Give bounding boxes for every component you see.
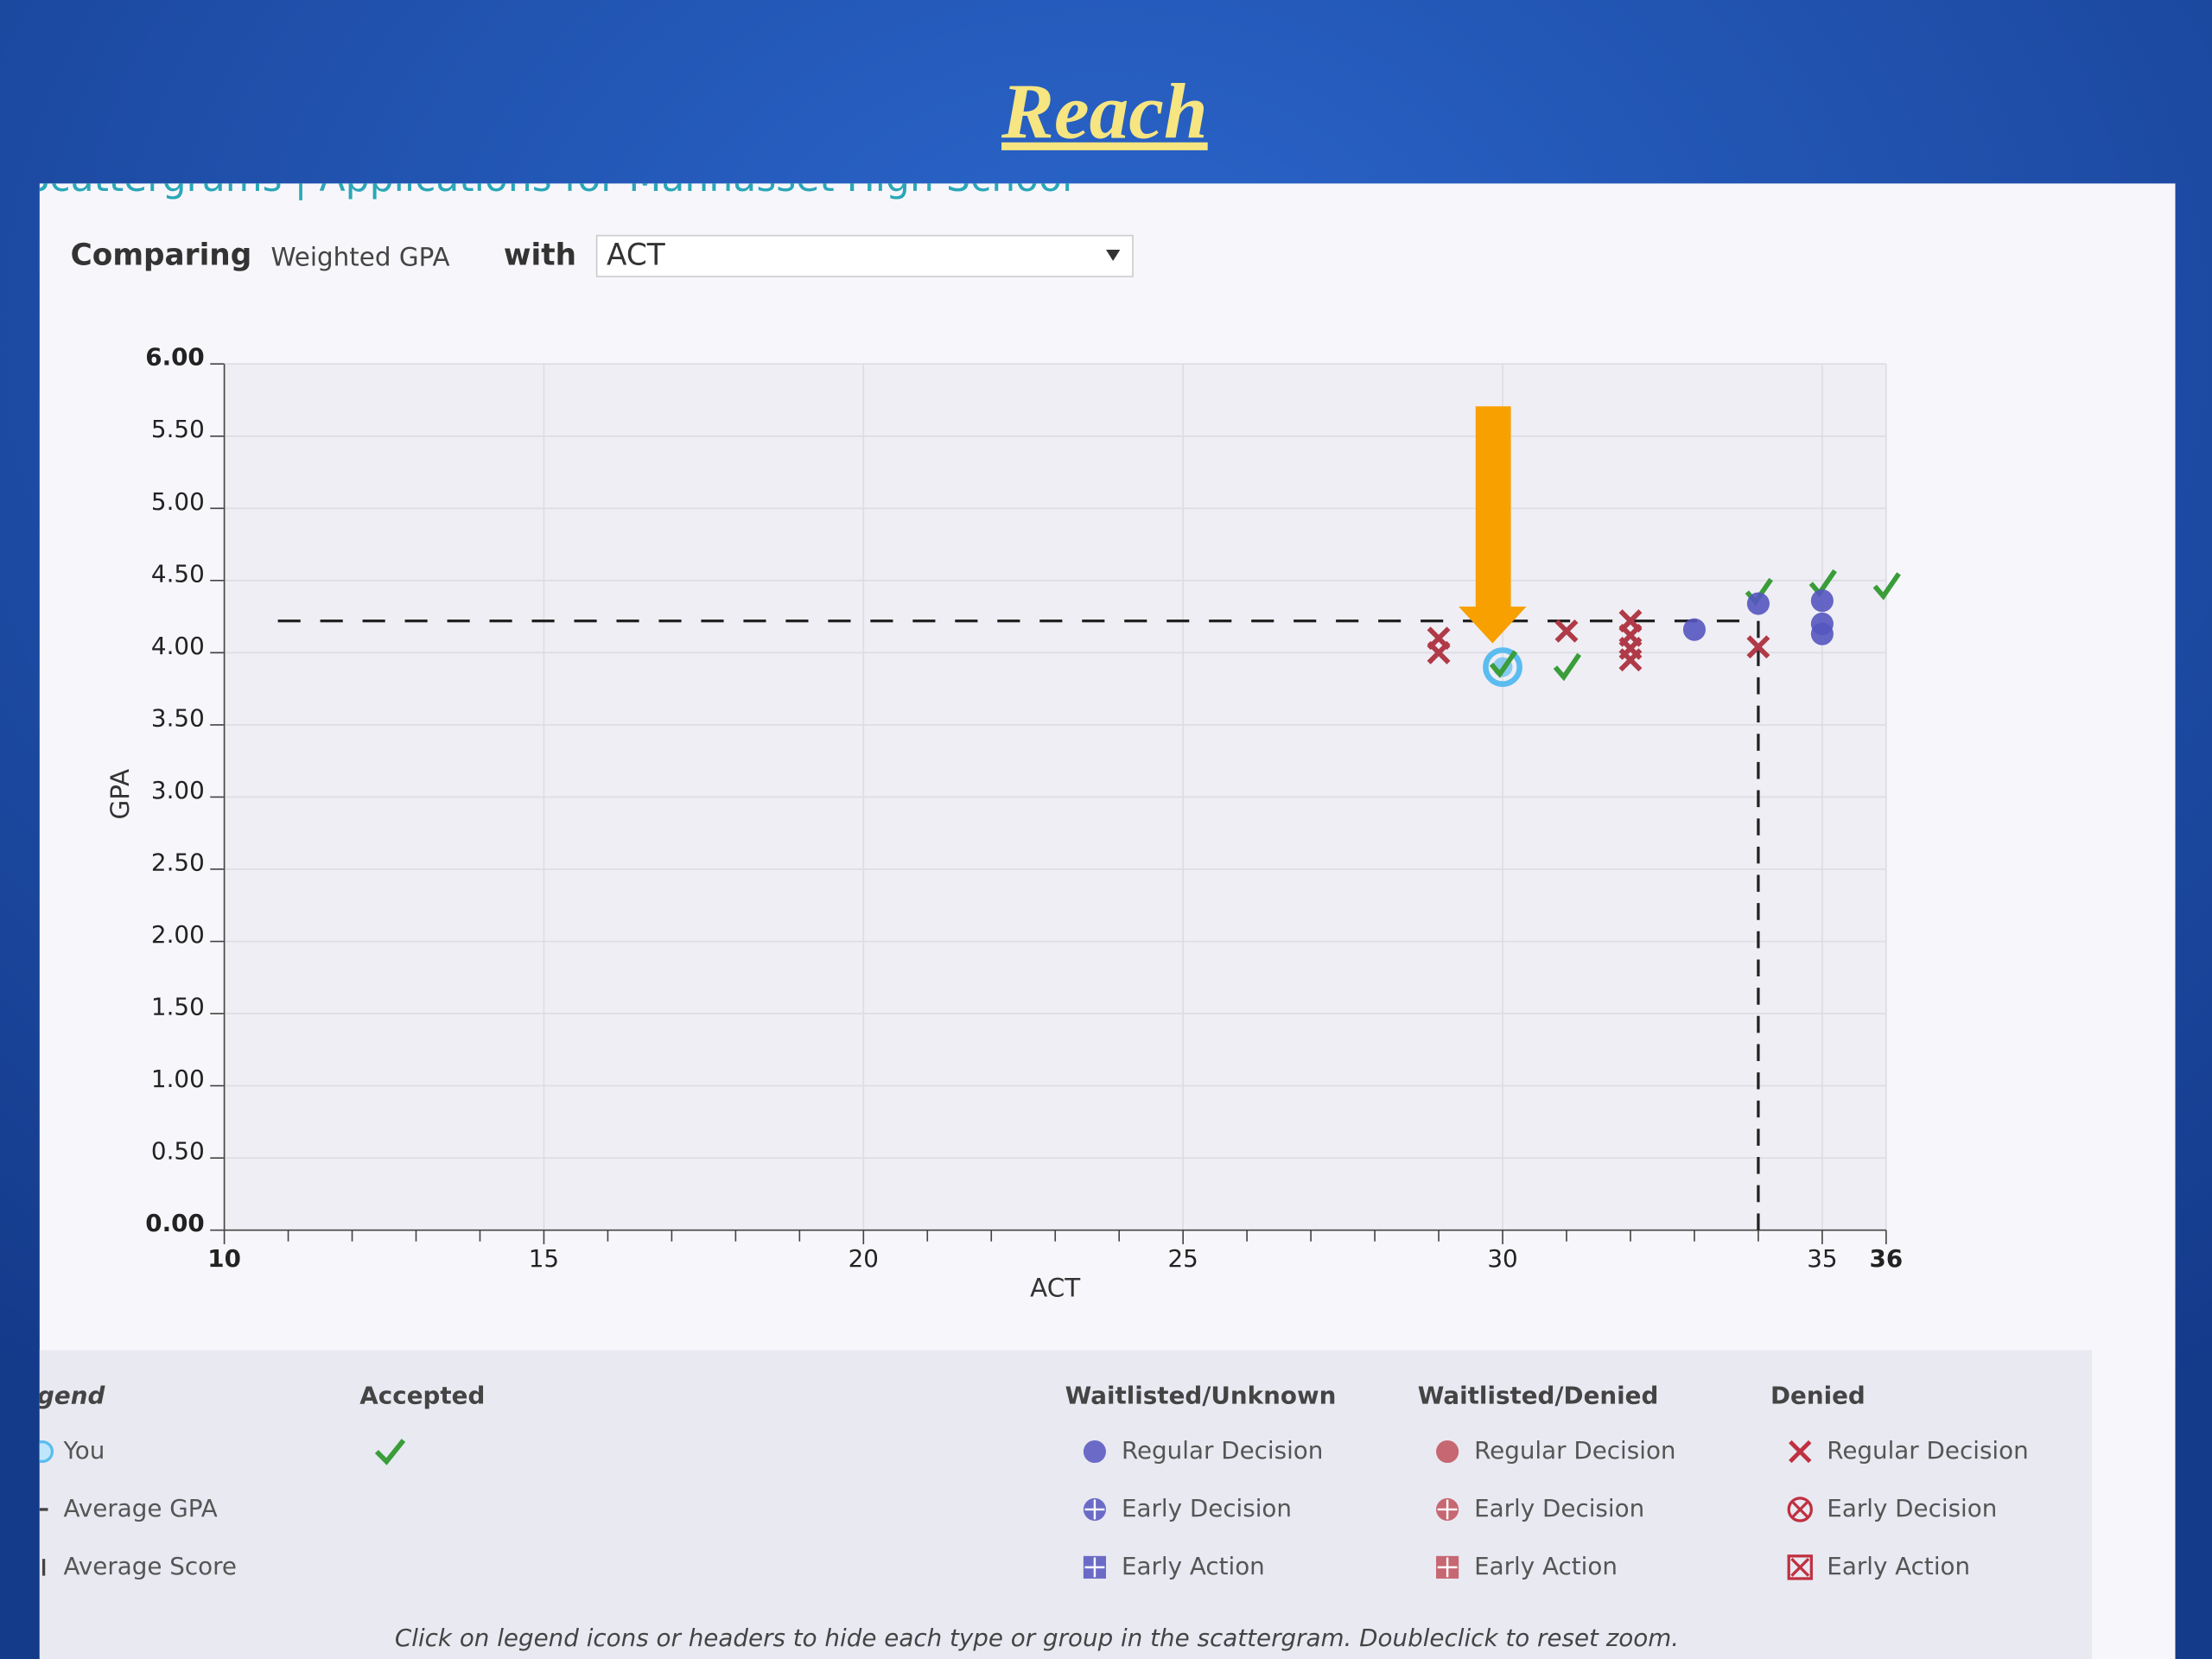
heading: Scattergrams | Applications for Manhasse… — [25, 156, 1072, 200]
y-tick-label: 5.00 — [151, 487, 205, 516]
legend-item: Average Score — [63, 1552, 237, 1580]
waitlisted-point — [1682, 618, 1707, 641]
legend-icon[interactable] — [374, 1439, 406, 1465]
accepted-point — [1553, 652, 1582, 682]
y-axis-label: GPA — [105, 769, 135, 820]
footnote: Click on legend icons or headers to hide… — [395, 1624, 1679, 1652]
accepted-point — [1872, 572, 1901, 601]
legend-item[interactable]: Early Decision — [1827, 1494, 1997, 1522]
x-tick-label: 15 — [529, 1244, 559, 1273]
y-tick-label: 0.00 — [145, 1209, 204, 1237]
legend-item[interactable]: Early Decision — [1474, 1494, 1644, 1522]
y-tick-label: 3.00 — [151, 776, 205, 804]
denied-point — [1746, 635, 1770, 659]
y-tick-label: 2.50 — [151, 848, 205, 876]
legend-item[interactable]: Early Decision — [1122, 1494, 1292, 1522]
x-tick-label: 30 — [1487, 1244, 1517, 1273]
legend-item[interactable]: Early Action — [1827, 1552, 1970, 1580]
select-arrow[interactable] — [1106, 249, 1121, 262]
x-tick-label: 10 — [207, 1244, 241, 1273]
x-tick-label: 20 — [849, 1244, 879, 1273]
legend-group-header[interactable]: Waitlisted/Denied — [1418, 1381, 1659, 1409]
x-axis-label: ACT — [1030, 1274, 1081, 1303]
legend-icon[interactable] — [1787, 1497, 1813, 1522]
legend-item: You — [62, 1436, 105, 1465]
x-tick-label: 25 — [1168, 1244, 1198, 1273]
y-tick-label: 2.00 — [151, 920, 205, 949]
legend-item: Average GPA — [63, 1494, 217, 1522]
x-tick-label: 36 — [1870, 1244, 1904, 1273]
legend-group-header[interactable]: Waitlisted/Unknown — [1065, 1381, 1337, 1409]
legend-title: Legend — [6, 1381, 106, 1409]
panel: Scattergrams | Applications for Manhasse… — [6, 156, 2176, 1659]
y-tick-label: 4.00 — [151, 632, 205, 660]
legend-icon[interactable] — [1789, 1440, 1812, 1464]
waitlisted-point — [1810, 589, 1834, 613]
denied-point — [1618, 648, 1643, 672]
y-tick-label: 1.00 — [151, 1065, 205, 1093]
legend-bg — [39, 1350, 2093, 1659]
accepted-point — [1489, 650, 1518, 678]
slide-title: Reach — [1001, 68, 1208, 156]
legend-icon[interactable] — [1083, 1440, 1106, 1464]
y-tick-label: 3.50 — [151, 703, 205, 732]
x-tick-label: 35 — [1807, 1244, 1837, 1273]
legend-item[interactable]: Regular Decision — [1827, 1436, 2028, 1465]
with-label: with — [504, 238, 576, 273]
y-tick-label: 6.00 — [145, 343, 204, 372]
waitlisted-point — [1810, 622, 1834, 645]
y-tick-label: 0.50 — [151, 1137, 205, 1166]
legend-item[interactable]: Regular Decision — [1122, 1436, 1323, 1465]
comparing-label: Comparing — [71, 238, 252, 273]
legend-item[interactable]: Regular Decision — [1474, 1436, 1675, 1465]
legend-icon — [1791, 1501, 1808, 1518]
y-tick-label: 4.50 — [151, 559, 205, 588]
legend-icon[interactable] — [1787, 1554, 1813, 1580]
select-value[interactable]: ACT — [607, 238, 666, 273]
waitlisted-point — [1746, 592, 1770, 615]
legend-icon[interactable] — [1436, 1440, 1459, 1464]
legend-icon — [1084, 1499, 1105, 1520]
y-tick-label: 1.50 — [151, 993, 205, 1021]
legend: Legend You Average GPA Average Score Accepte… — [6, 1381, 2029, 1580]
chart: 0.00 0.50 1.00 1.50 2.00 2.50 3.00 3.50 4.00 4.50… — [105, 343, 1903, 1303]
denied-point — [1554, 619, 1579, 643]
legend-icon — [1790, 1557, 1810, 1577]
legend-icon — [1084, 1557, 1105, 1578]
legend-icon — [39, 1440, 54, 1464]
arrow — [1459, 406, 1527, 644]
legend-group-header[interactable]: Accepted — [359, 1381, 485, 1409]
legend-item[interactable]: Early Action — [1474, 1552, 1618, 1580]
legend-item[interactable]: Early Action — [1122, 1552, 1265, 1580]
denied-point — [1427, 640, 1451, 664]
you-point — [1483, 647, 1522, 687]
legend-icon — [1437, 1557, 1458, 1578]
legend-group-header[interactable]: Denied — [1770, 1381, 1866, 1409]
measure: Weighted GPA — [270, 242, 449, 271]
legend-icon — [1437, 1499, 1458, 1520]
select[interactable] — [595, 234, 1134, 277]
y-tick-label: 5.50 — [151, 415, 205, 443]
